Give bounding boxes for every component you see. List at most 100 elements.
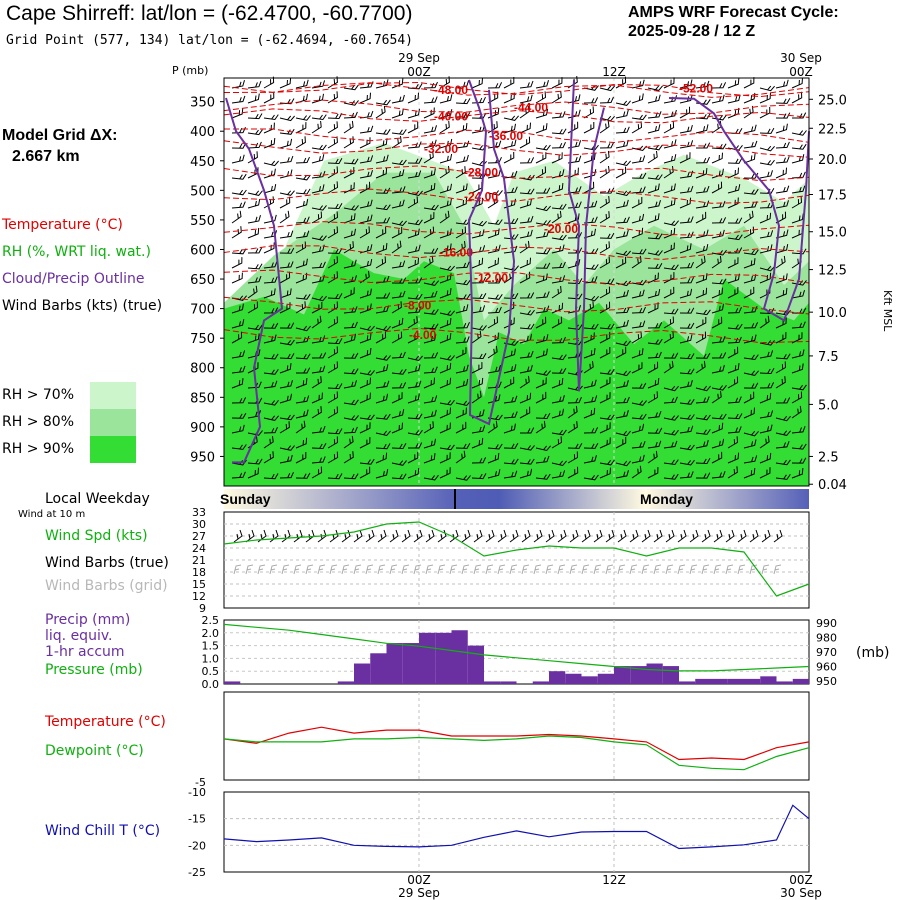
pressure-tick: 400	[190, 125, 215, 140]
wind-barb	[343, 241, 354, 254]
wind-barb	[535, 152, 547, 164]
wind-barb-grid	[461, 564, 470, 575]
wind-barb	[727, 157, 743, 164]
wind-barb	[663, 396, 678, 404]
wind-barb	[583, 97, 599, 104]
top-time-tick: 12Z	[602, 65, 626, 79]
wind-barb	[711, 390, 722, 404]
wind-barb	[327, 203, 343, 210]
wind-barb	[263, 380, 278, 389]
wind-barb-true	[737, 529, 747, 543]
wind-barb	[599, 150, 610, 164]
wind-barb	[567, 259, 581, 269]
precip-bar	[646, 663, 663, 684]
windchill-line	[223, 804, 810, 850]
wind-barb	[471, 160, 487, 167]
wind-barb	[359, 303, 372, 314]
wind-barb	[391, 277, 407, 284]
wind-barb	[263, 369, 279, 375]
wind-barb	[471, 293, 487, 300]
rh90-label: RH > 90%	[2, 441, 75, 457]
wind-barb	[679, 288, 693, 299]
wind-barb	[535, 420, 546, 434]
wind-barb	[423, 352, 439, 359]
wind-barb	[391, 260, 406, 269]
wind-barb	[775, 211, 787, 224]
wind-barb-grid	[497, 564, 506, 575]
wind-barb	[599, 437, 611, 449]
wind-barb	[631, 362, 643, 374]
wind-barb	[535, 348, 548, 359]
wind-barb	[487, 294, 503, 300]
wind-barb-true	[425, 529, 435, 543]
wind-barb	[279, 230, 294, 239]
wind-barb	[535, 80, 549, 89]
temperature-contour-label: -48.00	[434, 83, 468, 97]
wind-barb	[535, 473, 551, 480]
wind-barb	[359, 226, 370, 239]
wind-barb	[759, 244, 773, 254]
height-tick: 0.04	[818, 478, 847, 493]
wind-barb	[631, 93, 644, 104]
wind-barb-true	[341, 529, 351, 543]
precip-bar	[597, 673, 614, 684]
wind-barb	[599, 187, 615, 194]
model-grid-label: Model Grid ΔX:	[2, 127, 118, 144]
wind-barb	[551, 429, 567, 436]
wind-barb	[343, 306, 358, 314]
wind-barb	[471, 257, 484, 269]
wind-barb	[423, 453, 436, 464]
wind-barb	[487, 420, 498, 434]
wind-barb	[535, 413, 551, 420]
precip-tick: 1.5	[202, 640, 220, 653]
wind-barb	[311, 426, 326, 434]
precip-bar	[224, 681, 241, 684]
wind-barb	[775, 255, 786, 269]
wind-barb	[231, 303, 244, 314]
wind-barb	[407, 170, 422, 179]
wind-barb	[759, 170, 773, 179]
precip-bar	[402, 643, 419, 684]
precip-bar	[337, 681, 354, 684]
wind-barb-grid	[521, 564, 530, 575]
wind-barb-true	[521, 529, 531, 543]
wind-tick: 30	[192, 518, 206, 531]
wind-barb	[663, 286, 675, 299]
wind-barb	[631, 121, 643, 134]
wind-barb	[759, 315, 770, 329]
wind-barb	[359, 137, 371, 149]
wind-barb	[439, 362, 452, 374]
temperature-contour-label: -52.00	[679, 82, 713, 96]
wind-barb	[423, 212, 435, 224]
wind-barb	[647, 174, 663, 180]
wind-barb	[359, 414, 375, 421]
wind-barb	[792, 112, 807, 119]
wind-barb	[279, 454, 293, 464]
wind-barb	[535, 230, 550, 239]
wind-barb	[679, 216, 694, 224]
wind-barb	[599, 142, 615, 149]
wind-barb	[439, 153, 453, 164]
wind-barb	[343, 213, 356, 224]
wind-barb	[263, 399, 279, 406]
wind-barb-grid	[773, 564, 782, 575]
wind-barb	[279, 471, 294, 479]
temperature-contour	[223, 327, 810, 344]
wind-barb	[295, 115, 311, 121]
wind-barb	[279, 210, 290, 224]
wind-barb	[711, 422, 724, 434]
wind-barb	[407, 277, 423, 284]
wind-barb	[631, 465, 642, 479]
cross-section-frame	[223, 77, 810, 487]
wind-barb	[439, 467, 451, 479]
wind-barb	[311, 315, 322, 329]
wind-barb-grid	[761, 564, 770, 575]
wind-panel-frame	[223, 511, 810, 609]
wind-barb	[519, 188, 535, 195]
wind-barb	[679, 106, 691, 119]
wind-barb	[599, 377, 611, 389]
wind-barb-grid	[617, 564, 626, 575]
wind-barb	[263, 288, 276, 299]
wind-barb	[695, 156, 710, 164]
wind-barb-grid	[317, 564, 326, 575]
